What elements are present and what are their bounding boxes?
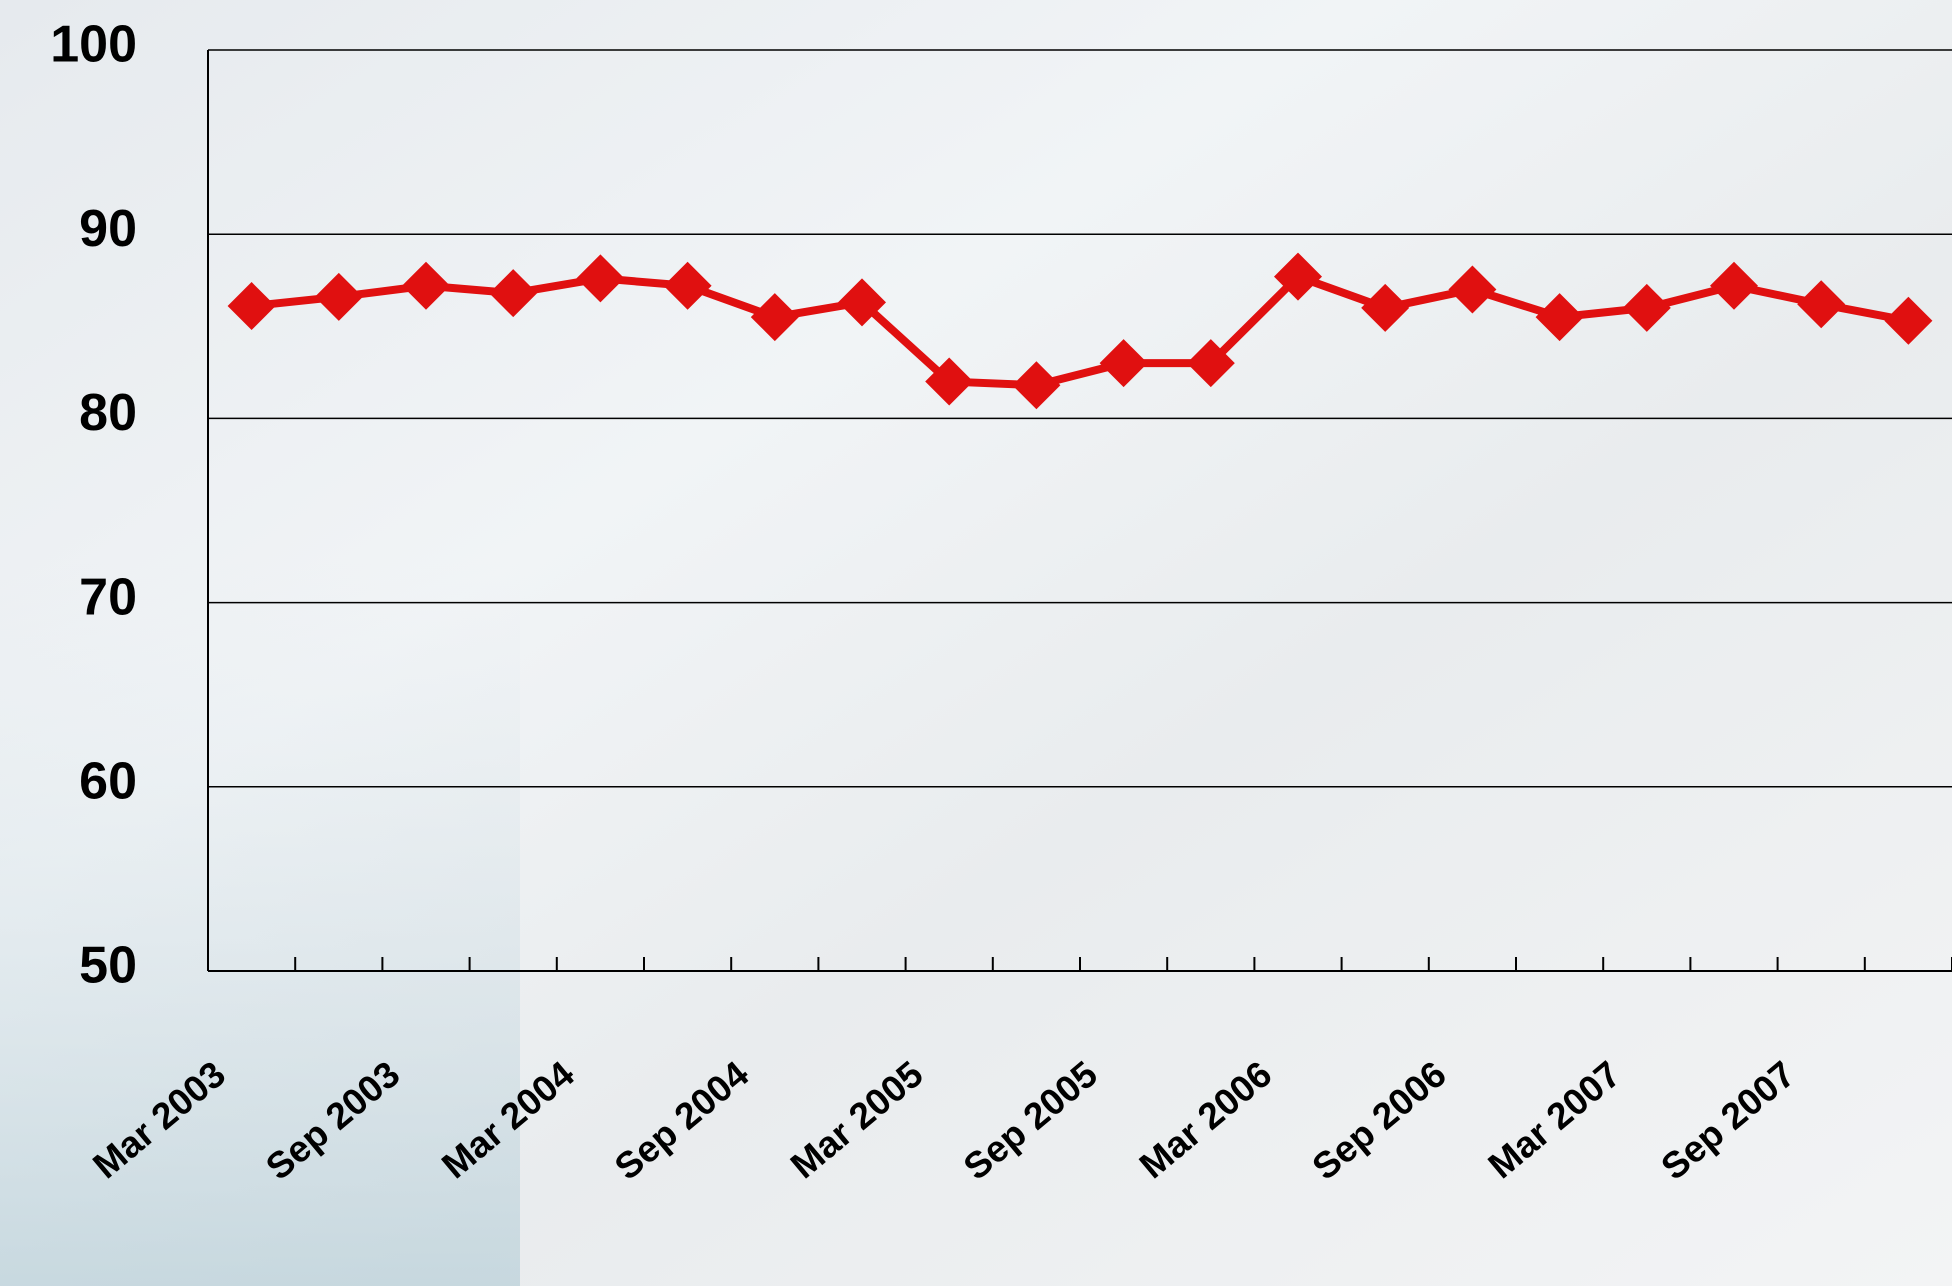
marker — [1186, 339, 1235, 388]
background-shade — [0, 560, 520, 1286]
marker — [1274, 252, 1322, 301]
marker — [489, 269, 538, 318]
marker — [1012, 361, 1061, 410]
marker — [1099, 339, 1148, 388]
marker — [576, 254, 625, 303]
y-tick-label: 60 — [79, 753, 137, 811]
y-tick-label: 90 — [79, 200, 137, 258]
marker — [1884, 296, 1933, 345]
marker — [1448, 265, 1497, 314]
marker — [1535, 293, 1584, 342]
marker — [1361, 283, 1410, 332]
marker — [750, 293, 799, 342]
y-tick-label: 70 — [79, 568, 137, 626]
y-tick-label: 80 — [79, 384, 137, 442]
marker — [1797, 280, 1846, 329]
y-tick-label: 50 — [79, 937, 137, 995]
marker — [663, 261, 712, 310]
marker — [402, 261, 450, 310]
marker — [838, 278, 886, 327]
y-tick-label: 100 — [50, 16, 137, 74]
marker — [227, 282, 276, 331]
marker — [1710, 261, 1758, 310]
marker — [1622, 283, 1671, 332]
marker — [314, 272, 363, 321]
marker — [925, 357, 974, 406]
